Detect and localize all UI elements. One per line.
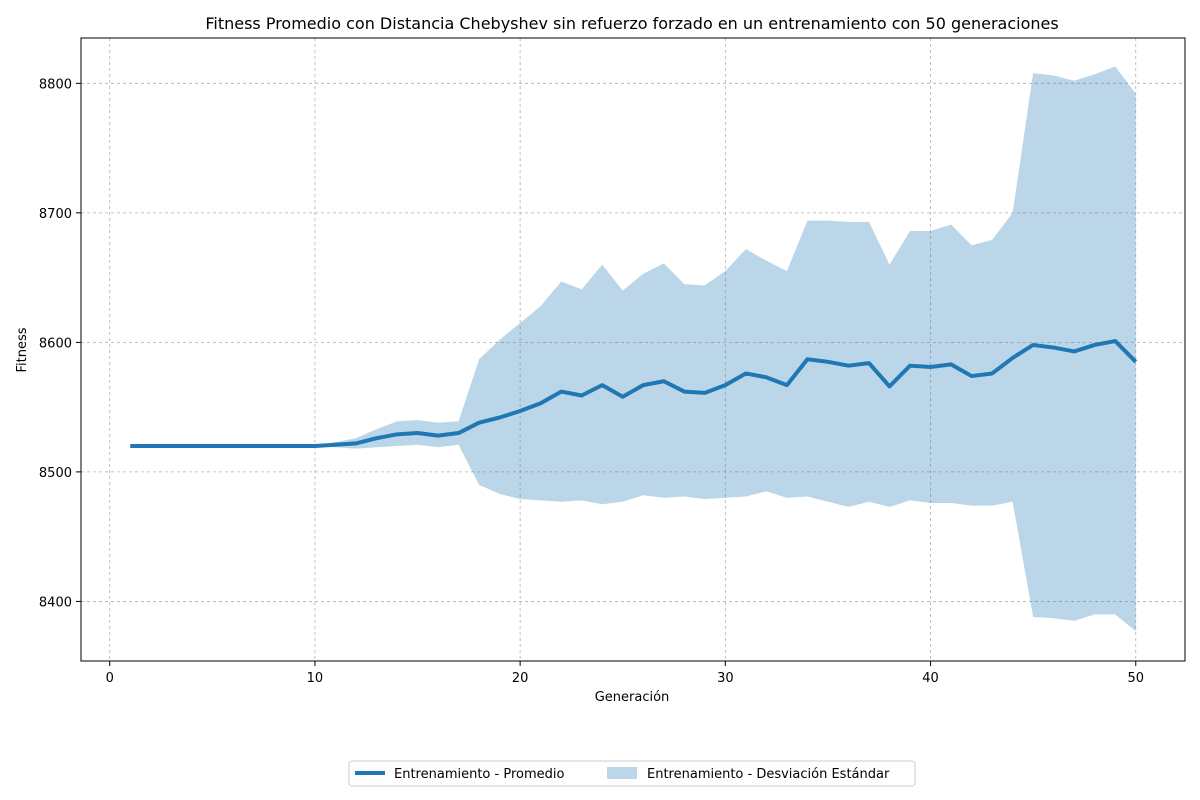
plot-frame	[80, 37, 1186, 662]
x-tick-label-4: 40	[922, 671, 939, 686]
x-tick-label-1: 10	[307, 671, 324, 686]
chart-title: Fitness Promedio con Distancia Chebyshev…	[205, 14, 1058, 33]
mean-series-line	[130, 339, 1138, 448]
y-tick-label-2: 8600	[39, 336, 72, 351]
x-tick-label-3: 30	[717, 671, 734, 686]
std-band-area	[130, 66, 1136, 632]
axes	[80, 37, 1186, 662]
y-tick-label-0: 8400	[39, 595, 72, 610]
legend: Entrenamiento - Promedio Entrenamiento -…	[348, 760, 916, 787]
y-ticks: 8400 8500 8600 8700 8800	[39, 77, 81, 610]
x-tick-label-0: 0	[106, 671, 114, 686]
x-tick-label-5: 50	[1127, 671, 1144, 686]
y-axis-label: Fitness	[15, 327, 30, 372]
legend-label-mean: Entrenamiento - Promedio	[394, 767, 564, 782]
y-tick-label-3: 8700	[39, 207, 72, 222]
legend-band-swatch	[607, 767, 637, 779]
std-band	[130, 66, 1136, 632]
x-axis-label: Generación	[595, 690, 670, 705]
y-tick-label-4: 8800	[39, 77, 72, 92]
legend-label-std: Entrenamiento - Desviación Estándar	[647, 767, 890, 782]
legend-box	[348, 760, 916, 787]
mean-line	[130, 339, 1138, 448]
grid	[81, 38, 1185, 661]
x-tick-label-2: 20	[512, 671, 529, 686]
y-tick-label-1: 8500	[39, 466, 72, 481]
x-ticks: 0 10 20 30 40 50	[106, 661, 1144, 686]
